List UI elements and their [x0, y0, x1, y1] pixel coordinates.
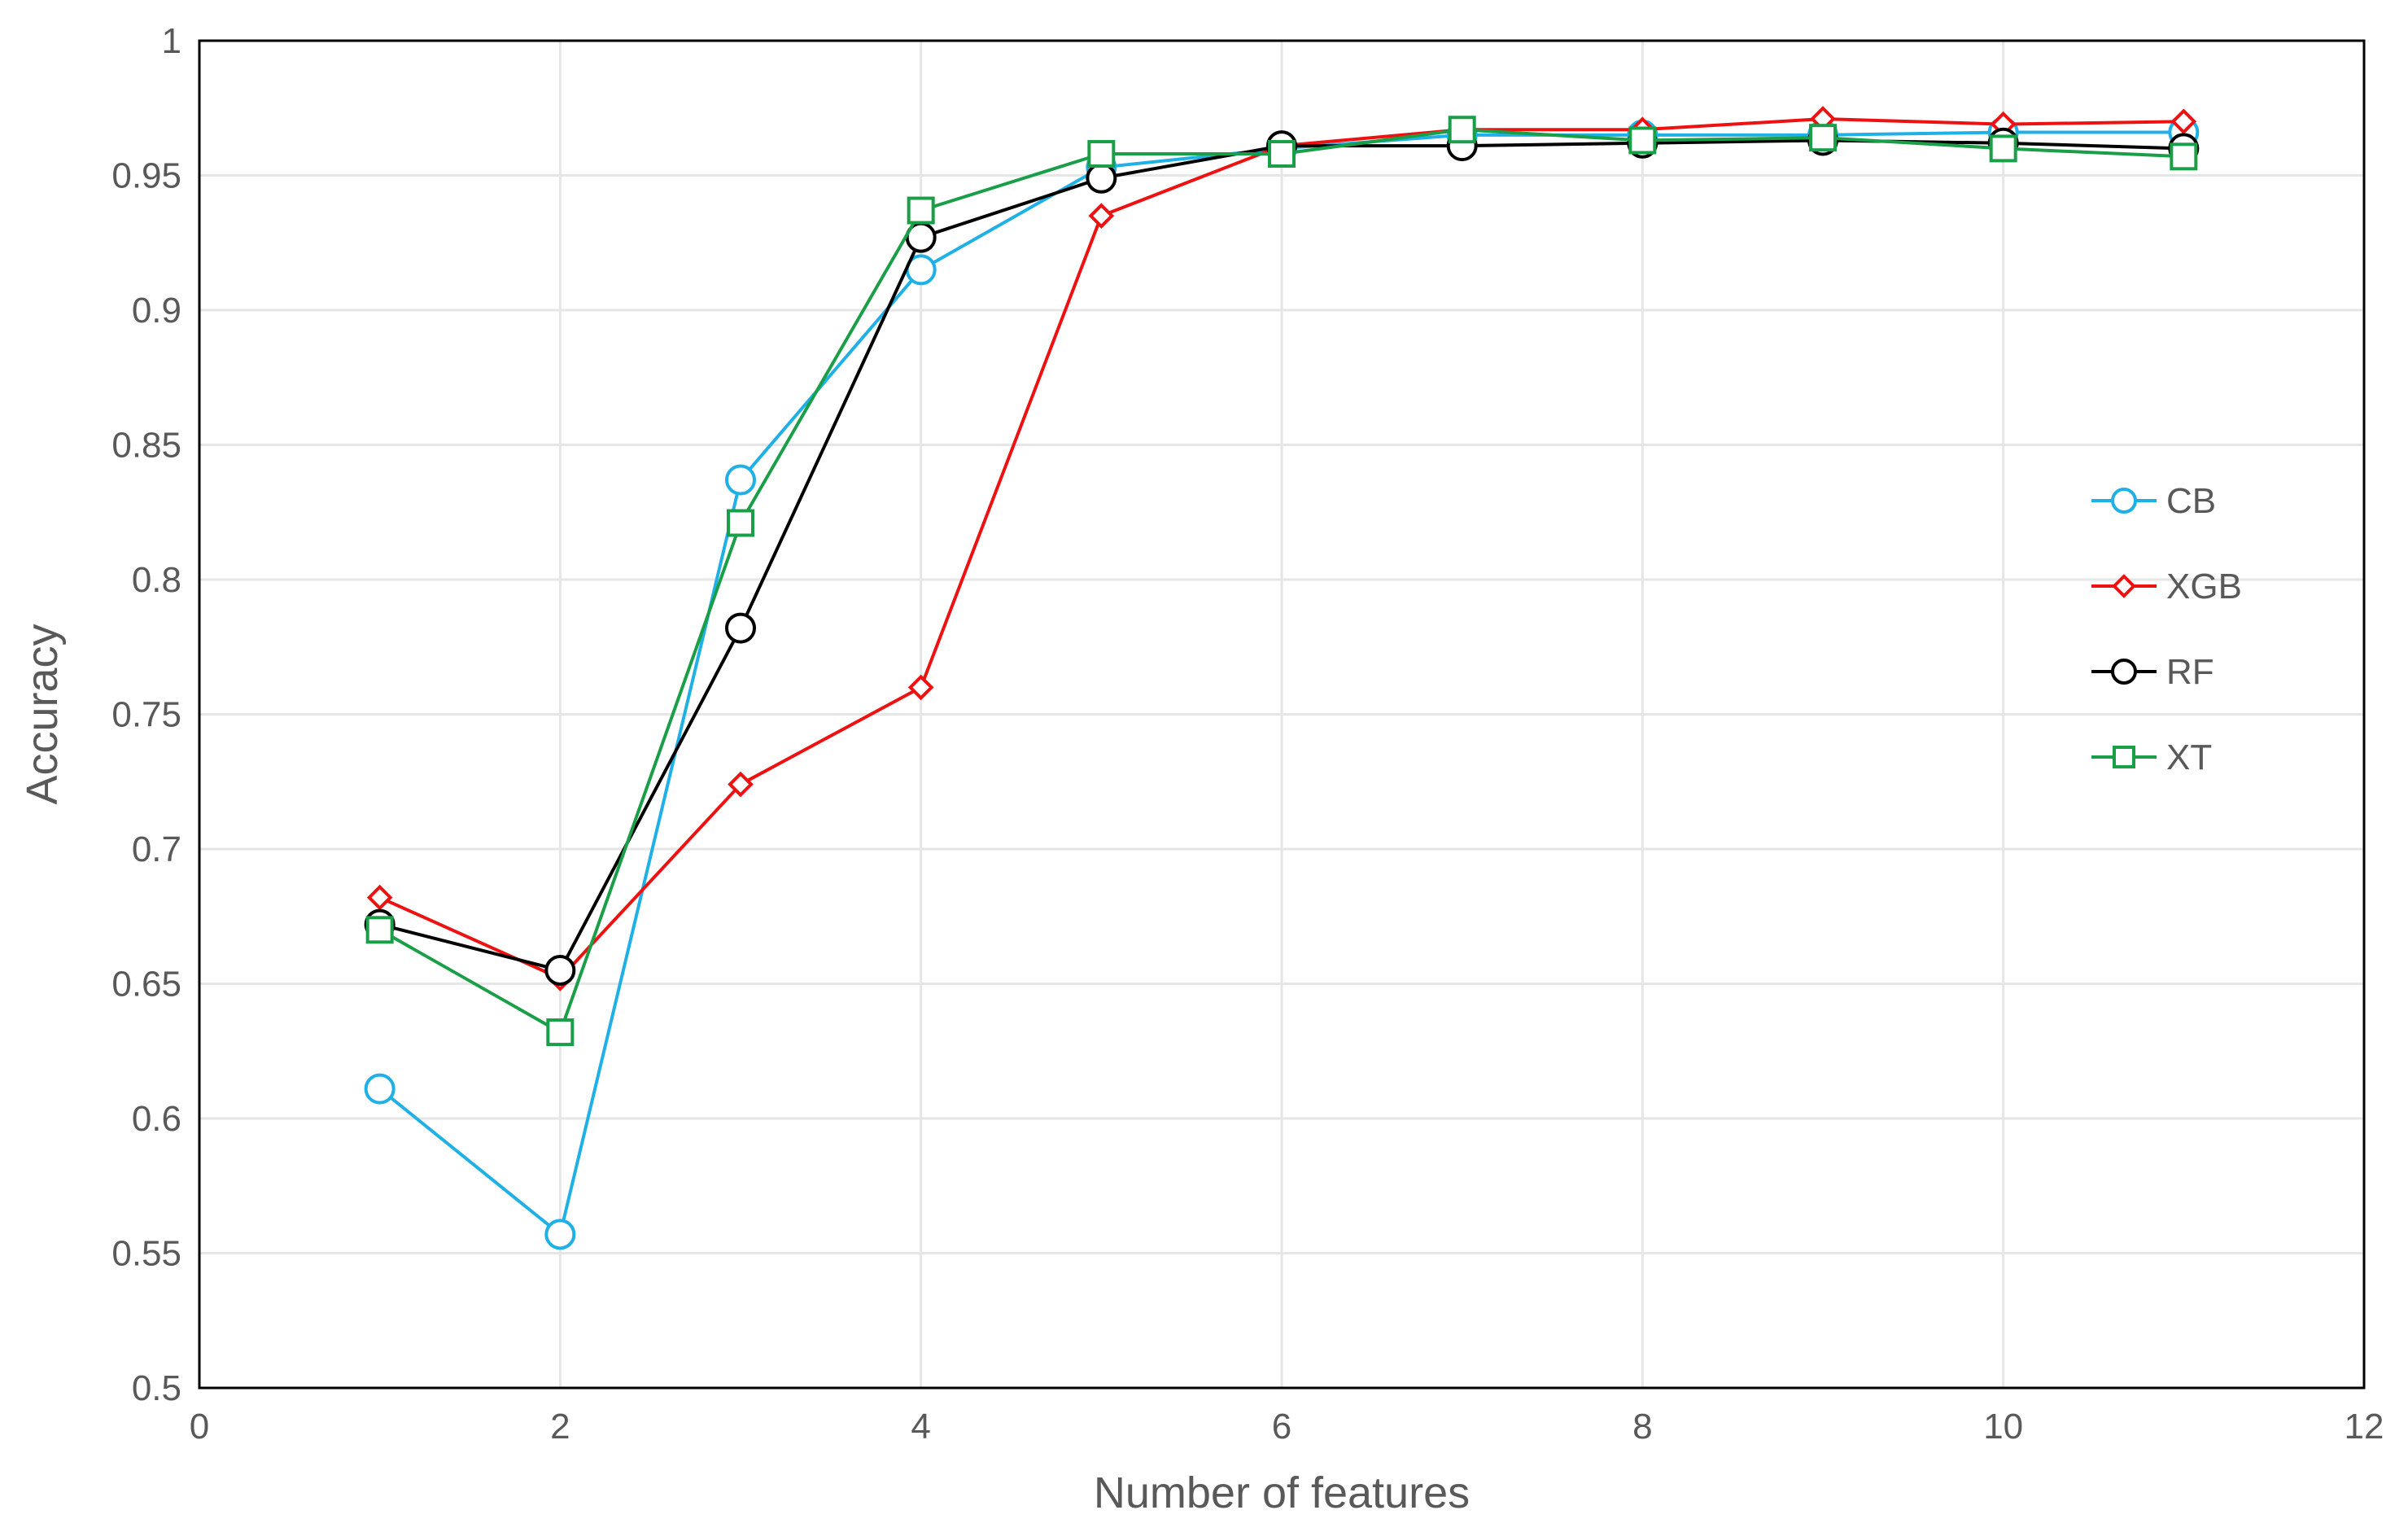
y-tick-label: 0.95 [111, 156, 181, 196]
data-point-xgb [907, 674, 934, 701]
y-tick-label: 0.7 [132, 829, 181, 869]
legend-label: RF [2166, 652, 2214, 692]
tick-labels: 0 2 4 6 8 10 12 0.5 0.55 0.6 0.65 0.7 0.75 0.8 0.85 0.9… [111, 21, 2384, 1447]
series-layer [364, 106, 2200, 1250]
legend-item-xt: XT [2091, 738, 2212, 777]
y-tick-label: 0.75 [111, 695, 181, 735]
y-tick-label: 0.8 [132, 560, 181, 600]
data-point-cb [725, 464, 756, 496]
data-point-rf [725, 612, 756, 644]
y-tick-label: 0.5 [132, 1368, 181, 1408]
legend-marker [2113, 746, 2135, 768]
legend-label: XT [2166, 738, 2212, 777]
legend: CB XGB RF XT [2091, 481, 2242, 777]
data-point-xgb [728, 771, 754, 798]
y-axis-title: Accuracy [18, 624, 67, 804]
data-point-xt [1628, 126, 1657, 155]
data-point-xt [1087, 140, 1116, 169]
gridlines [198, 39, 2366, 1390]
y-tick-label: 1 [162, 21, 181, 61]
data-point-xgb [1088, 203, 1115, 229]
x-tick-label: 0 [190, 1407, 209, 1447]
plot-area-frame [198, 39, 2366, 1390]
data-point-xt [1268, 140, 1296, 169]
data-point-xt [546, 1018, 575, 1047]
data-point-rf [1086, 162, 1117, 194]
data-point-xt [1809, 124, 1837, 152]
data-point-xgb [2170, 108, 2197, 135]
legend-item-xgb: XGB [2091, 567, 2242, 606]
legend-label: CB [2166, 481, 2216, 521]
data-point-rf [544, 954, 576, 986]
data-point-cb [364, 1073, 396, 1105]
data-point-xt [907, 196, 935, 225]
x-tick-label: 6 [1272, 1407, 1291, 1447]
y-tick-label: 0.85 [111, 426, 181, 466]
data-point-xt [727, 509, 754, 537]
legend-item-rf: RF [2091, 652, 2214, 692]
data-point-xt [1448, 116, 1476, 144]
legend-marker [2111, 659, 2137, 685]
x-tick-label: 8 [1632, 1407, 1652, 1447]
y-tick-label: 0.65 [111, 965, 181, 1005]
x-tick-label: 2 [550, 1407, 570, 1447]
series-xt [365, 116, 2198, 1047]
x-axis-title: Number of features [1094, 1469, 1470, 1517]
y-tick-label: 0.9 [132, 291, 181, 330]
data-point-xt [365, 916, 394, 944]
x-tick-label: 10 [1983, 1407, 2023, 1447]
legend-item-cb: CB [2091, 481, 2216, 521]
x-tick-label: 4 [911, 1407, 930, 1447]
legend-label: XGB [2166, 567, 2242, 606]
data-point-xgb [366, 884, 393, 911]
data-point-xt [2170, 142, 2198, 171]
legend-marker [2112, 574, 2136, 598]
data-point-xt [1989, 134, 2017, 163]
y-tick-label: 0.55 [111, 1234, 181, 1274]
legend-marker [2111, 488, 2137, 514]
x-tick-label: 12 [2345, 1407, 2384, 1447]
data-point-cb [544, 1219, 576, 1250]
y-tick-label: 0.6 [132, 1099, 181, 1139]
